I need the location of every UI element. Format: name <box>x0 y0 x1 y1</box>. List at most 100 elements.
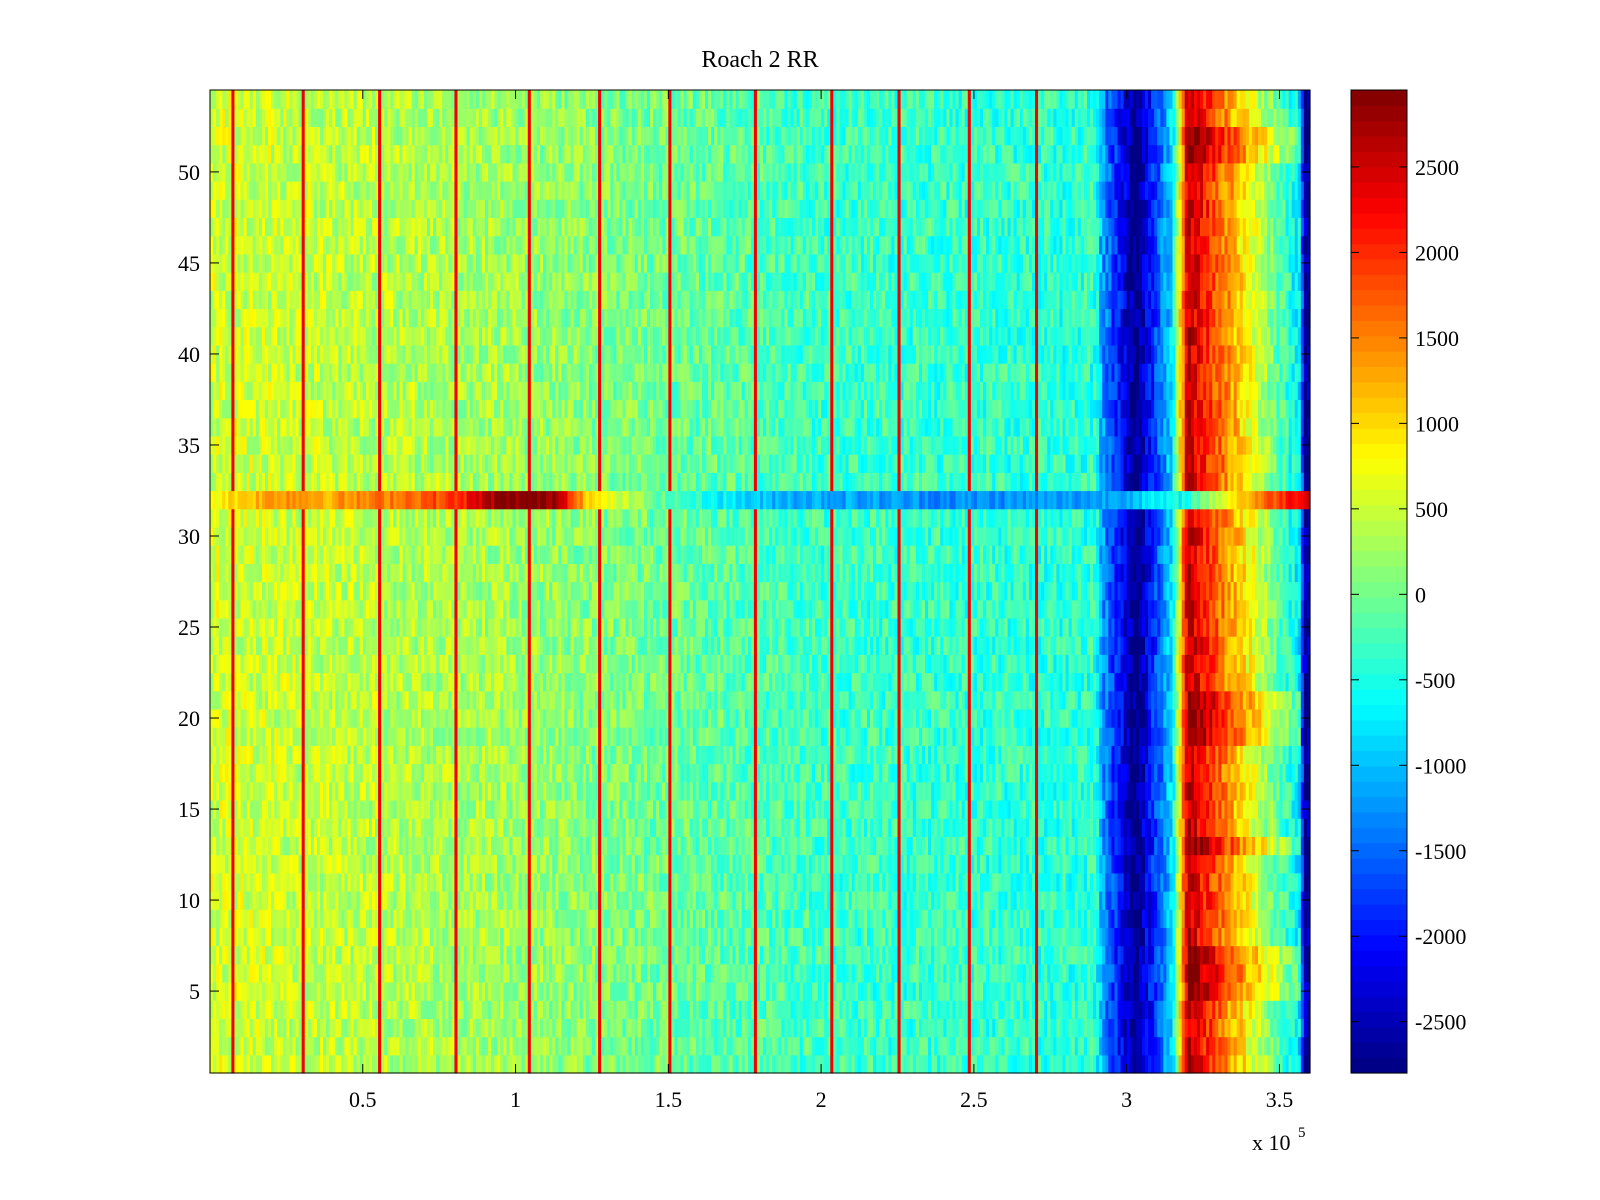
heatmap-cell <box>1209 1054 1213 1074</box>
heatmap-cell <box>1218 981 1222 1001</box>
heatmap-cell <box>1258 1000 1262 1019</box>
heatmap-cell <box>423 1036 428 1056</box>
heatmap-cell <box>863 981 868 1001</box>
heatmap-cell <box>760 981 764 1001</box>
heatmap-cell <box>576 1054 581 1074</box>
heatmap-cell <box>1016 981 1021 1001</box>
heatmap-cell <box>579 1054 584 1074</box>
heatmap-cell <box>980 1036 984 1056</box>
heatmap-cell <box>356 1054 361 1074</box>
heatmap-cell <box>1303 1036 1308 1056</box>
heatmap-cell <box>1291 1036 1296 1056</box>
heatmap-cell <box>1291 1000 1296 1019</box>
heatmap-cell <box>998 1000 1002 1019</box>
heatmap-cell <box>940 1054 944 1074</box>
heatmap-cell <box>274 1018 278 1038</box>
heatmap-cell <box>674 1054 679 1074</box>
heatmap-cell <box>588 1036 593 1056</box>
heatmap-cell <box>1261 1018 1265 1038</box>
heatmap-cell <box>491 1000 495 1019</box>
heatmap-cell <box>912 981 917 1001</box>
heatmap-cell <box>811 981 816 1001</box>
heatmap-cell <box>1001 981 1006 1001</box>
heatmap-cell <box>1215 1018 1219 1038</box>
heatmap-cell <box>931 1018 935 1038</box>
heatmap-cell <box>689 981 694 1001</box>
heatmap-cell <box>268 1000 272 1019</box>
heatmap-cell <box>784 1054 789 1074</box>
heatmap-cell <box>588 1018 593 1038</box>
heatmap-cell <box>787 1000 792 1019</box>
heatmap-cell <box>925 1018 929 1038</box>
heatmap-cell <box>271 981 275 1001</box>
heatmap-cell <box>1306 1036 1311 1056</box>
heatmap-cell <box>1074 1018 1079 1038</box>
heatmap-cell <box>637 1018 642 1038</box>
heatmap-cell <box>423 981 428 1001</box>
heatmap-cell <box>304 1036 309 1056</box>
heatmap-cell <box>640 1054 645 1074</box>
heatmap-cell <box>338 1054 342 1074</box>
heatmap-cell <box>216 1018 220 1038</box>
heatmap-cell <box>818 1036 822 1056</box>
heatmap-cell <box>665 1054 669 1074</box>
heatmap-cell <box>265 1054 269 1074</box>
heatmap-cell <box>601 1054 605 1074</box>
heatmap-cell <box>411 1054 416 1074</box>
heatmap-cell <box>521 981 526 1001</box>
heatmap-cell <box>310 1018 315 1038</box>
heatmap-cell <box>940 1018 944 1038</box>
heatmap-cell <box>854 981 859 1001</box>
heatmap-cell <box>686 1036 691 1056</box>
heatmap-cell <box>1160 1000 1164 1019</box>
heatmap-cell <box>521 1000 526 1019</box>
heatmap-cell <box>1083 1000 1088 1019</box>
heatmap-cell <box>857 1000 862 1019</box>
heatmap-cell <box>705 1054 709 1074</box>
heatmap-cell <box>1059 1018 1064 1038</box>
heatmap-cell <box>854 1000 859 1019</box>
heatmap-cell <box>1141 1018 1146 1038</box>
heatmap-cell <box>964 981 969 1001</box>
heatmap-cell <box>671 1054 676 1074</box>
heatmap-cell <box>646 981 651 1001</box>
heatmap-cell <box>280 1036 284 1056</box>
heatmap-cell <box>955 1054 960 1074</box>
heatmap-cell <box>845 1000 850 1019</box>
heatmap-cell <box>1056 1000 1061 1019</box>
heatmap-cell <box>268 981 272 1001</box>
heatmap-cell <box>610 1018 614 1038</box>
heatmap-cell <box>909 981 914 1001</box>
heatmap-cell <box>915 1036 920 1056</box>
heatmap-cell <box>604 981 608 1001</box>
heatmap-cell <box>478 1036 483 1056</box>
heatmap-cell <box>1196 1036 1201 1056</box>
heatmap-cell <box>283 981 287 1001</box>
heatmap-cell <box>1007 1036 1012 1056</box>
heatmap-cell <box>268 1018 272 1038</box>
heatmap-cell <box>778 981 782 1001</box>
heatmap-cell <box>1163 1000 1167 1019</box>
heatmap-cell <box>1038 1000 1042 1019</box>
heatmap-cell <box>1090 1054 1094 1074</box>
heatmap-cell <box>992 981 996 1001</box>
heatmap-cell <box>1041 1054 1045 1074</box>
heatmap-cell <box>873 1054 877 1074</box>
heatmap-cell <box>967 981 972 1001</box>
heatmap-cell <box>430 981 434 1001</box>
chart-title: Roach 2 RR <box>701 47 818 73</box>
heatmap-cell <box>564 1000 569 1019</box>
heatmap-cell <box>1053 981 1057 1001</box>
heatmap-cell <box>219 1000 223 1019</box>
heatmap-cell <box>1221 1036 1226 1056</box>
heatmap-cell <box>494 1000 498 1019</box>
heatmap-cell <box>234 1054 239 1074</box>
heatmap-cell <box>790 1018 795 1038</box>
heatmap-cell <box>445 1000 449 1019</box>
heatmap-cell <box>228 1054 232 1074</box>
heatmap-cell <box>735 981 740 1001</box>
heatmap-cell <box>573 1000 578 1019</box>
heatmap-cell <box>1025 1018 1030 1038</box>
heatmap-cell <box>1010 981 1015 1001</box>
heatmap-cell <box>671 981 676 1001</box>
